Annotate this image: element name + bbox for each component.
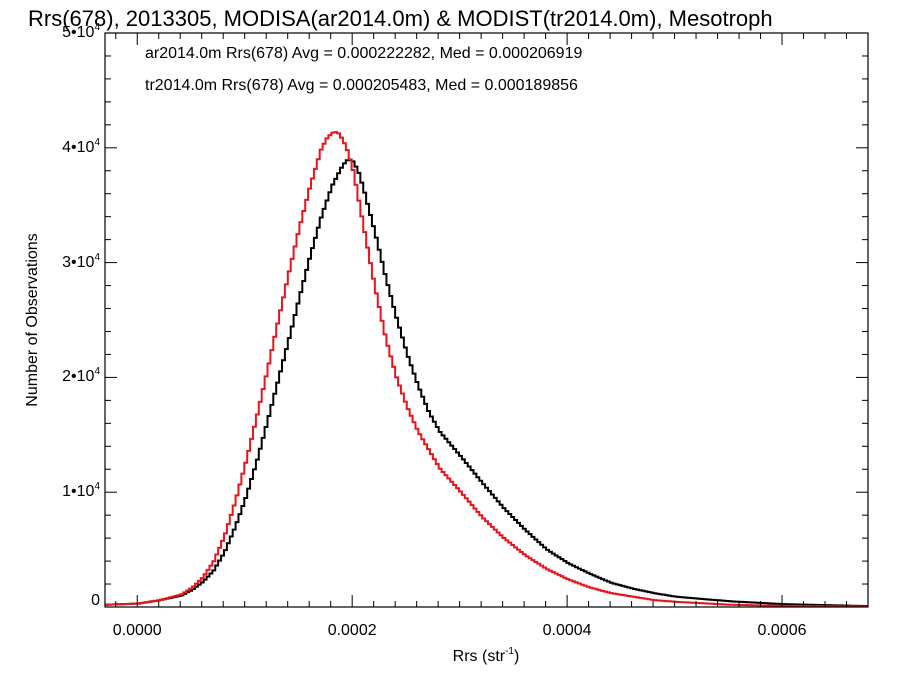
y-axis-label: Number of Observations: [24, 233, 41, 407]
y-tick-label-exponent: 4: [94, 481, 100, 493]
series-line-1: [105, 131, 868, 608]
y-tick-label-exponent: 4: [94, 22, 100, 33]
x-axis-label-sup: -1: [505, 646, 515, 657]
series-layer: [105, 131, 868, 608]
tick-marks: [105, 32, 869, 608]
x-tick-label: 0.0002: [327, 622, 377, 639]
annotation-ar2014: ar2014.0m Rrs(678) Avg = 0.000222282, Me…: [145, 45, 583, 62]
x-tick-label: 0.0004: [542, 622, 592, 639]
y-tick-label: 1•104: [62, 481, 100, 501]
chart-title: Rrs(678), 2013305, MODISA(ar2014.0m) & M…: [28, 6, 773, 31]
x-axis-label: Rrs (str-1): [452, 646, 520, 666]
annotation-tr2014: tr2014.0m Rrs(678) Avg = 0.000205483, Me…: [145, 77, 578, 94]
y-tick-label-exponent: 4: [94, 366, 100, 378]
y-tick-label-exponent: 4: [94, 136, 100, 148]
y-tick-label-exponent: 4: [94, 251, 100, 263]
y-tick-label-base: 0: [91, 592, 100, 609]
y-tick-label: 2•104: [62, 366, 100, 386]
y-tick-label: 5•104: [62, 22, 100, 42]
y-tick-label-base: 5•10: [62, 24, 95, 41]
y-tick-label-base: 1•10: [62, 483, 95, 501]
y-tick-label-base: 2•10: [62, 368, 95, 386]
y-tick-label-base: 4•10: [62, 138, 95, 156]
plot-frame: [104, 32, 869, 608]
x-axis-label-end: ): [514, 648, 520, 665]
y-tick-label: 3•104: [62, 251, 100, 272]
x-tick-label: 0.0006: [757, 622, 807, 639]
y-tick-label: 0: [91, 592, 100, 610]
series-line-0: [105, 159, 868, 608]
y-tick-label-base: 3•10: [62, 253, 95, 271]
x-axis-label-main: Rrs (str: [452, 648, 506, 665]
x-tick-label: 0.0000: [112, 622, 162, 639]
y-tick-label: 4•104: [62, 136, 100, 157]
